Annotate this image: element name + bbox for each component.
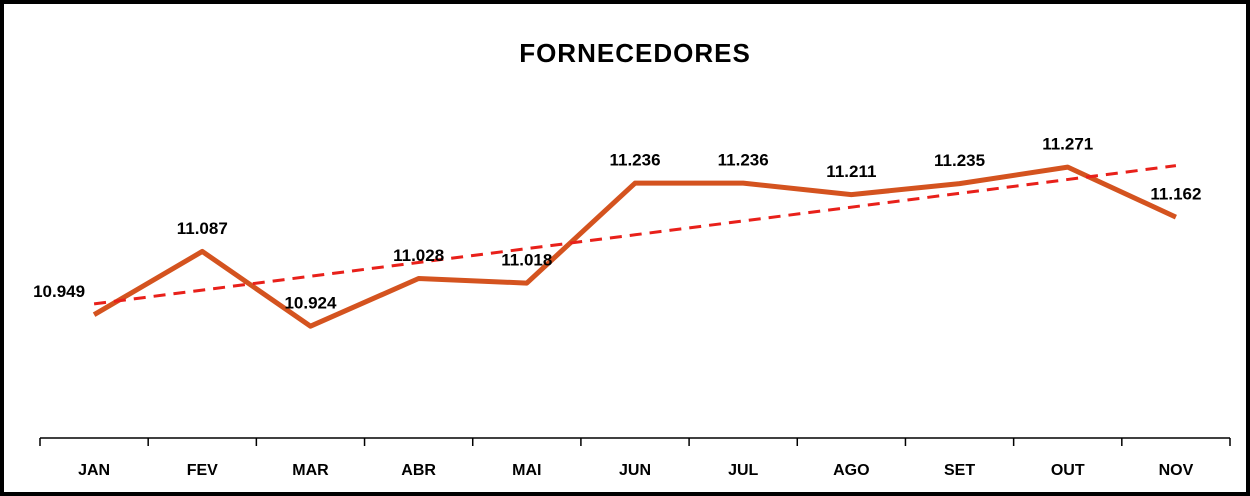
x-tick-label: OUT xyxy=(1051,462,1085,479)
data-label: 11.236 xyxy=(609,151,660,170)
x-tick-label: JUL xyxy=(728,462,758,479)
chart-title: FORNECEDORES xyxy=(519,38,751,68)
data-label: 11.271 xyxy=(1042,135,1093,154)
x-tick-label: JUN xyxy=(619,462,651,479)
data-line xyxy=(92,164,1177,329)
x-tick-label: SET xyxy=(944,462,975,479)
trendline xyxy=(93,164,1177,306)
data-label: 11.235 xyxy=(934,151,985,170)
data-label: 11.018 xyxy=(501,251,552,270)
x-tick-label: ABR xyxy=(401,462,436,479)
x-tick-label: MAI xyxy=(512,462,541,479)
x-tick-label: FEV xyxy=(187,462,218,479)
data-label: 11.236 xyxy=(718,151,769,170)
x-tick-label: AGO xyxy=(833,462,869,479)
data-label: 11.028 xyxy=(393,246,444,265)
x-tick-label: NOV xyxy=(1159,462,1194,479)
data-label: 11.162 xyxy=(1150,185,1201,204)
data-label: 11.211 xyxy=(826,162,876,181)
data-label: 10.949 xyxy=(33,282,85,301)
data-label: 11.087 xyxy=(177,219,228,238)
x-tick-label: JAN xyxy=(78,462,110,479)
x-tick-label: MAR xyxy=(292,462,329,479)
data-label: 10.924 xyxy=(284,294,337,313)
